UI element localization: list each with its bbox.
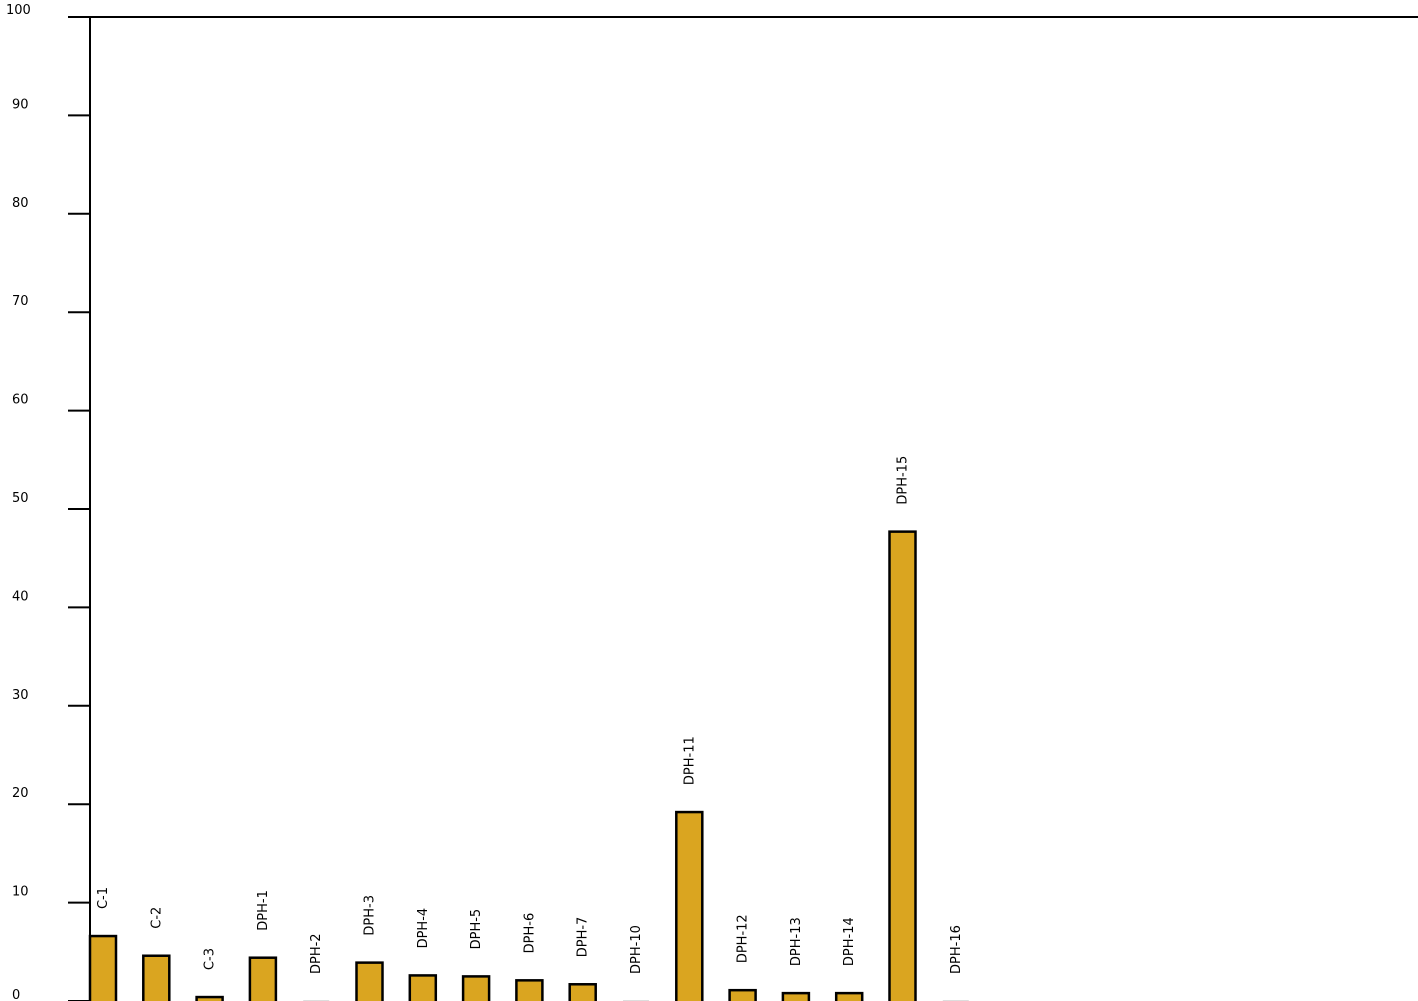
bar-dph-13 bbox=[781, 991, 811, 1001]
y-tick-label: 0 bbox=[12, 988, 20, 1001]
y-tick-label: 10 bbox=[12, 885, 29, 900]
bar-label-dph-14: DPH-14 bbox=[842, 917, 857, 966]
bar-c-3 bbox=[195, 995, 224, 1001]
bar-label-dph-5: DPH-5 bbox=[469, 909, 484, 950]
bar-dph-7 bbox=[568, 983, 597, 1001]
bar-dph-5 bbox=[461, 975, 491, 1001]
bar-label-dph-2: DPH-2 bbox=[309, 933, 324, 974]
y-tick-label: 50 bbox=[12, 491, 29, 506]
y-tick-label: 40 bbox=[12, 589, 29, 604]
bar-dph-15 bbox=[888, 530, 917, 1001]
bar-label-dph-3: DPH-3 bbox=[363, 895, 378, 936]
bar-dph-6 bbox=[515, 979, 544, 1001]
bar-dph-1 bbox=[248, 956, 278, 1001]
y-tick-label: 70 bbox=[12, 294, 29, 309]
y-tick-label: 80 bbox=[12, 196, 29, 211]
y-axis-ticks: 0 10 20 30 40 50 60 70 80 90 100 bbox=[6, 3, 90, 1001]
bar-label-dph-10: DPH-10 bbox=[629, 925, 644, 974]
bar-c-1 bbox=[88, 934, 118, 1001]
bar-dph-11 bbox=[675, 810, 704, 1001]
bar-label-dph-16: DPH-16 bbox=[949, 925, 964, 974]
bar-label-dph-13: DPH-13 bbox=[789, 917, 804, 966]
bar-dph-14 bbox=[834, 991, 864, 1001]
bar-label-dph-12: DPH-12 bbox=[736, 914, 751, 963]
bars-group bbox=[88, 530, 969, 1001]
bar-label-c-2: C-2 bbox=[149, 907, 164, 929]
y-tick-label: 60 bbox=[12, 393, 29, 408]
bar-dph-12 bbox=[728, 988, 757, 1001]
bar-label-dph-4: DPH-4 bbox=[416, 908, 431, 949]
bar-c-2 bbox=[142, 954, 171, 1001]
bar-label-dph-11: DPH-11 bbox=[682, 736, 697, 785]
bar-dph-3 bbox=[355, 961, 384, 1001]
bar-dph-4 bbox=[408, 974, 438, 1001]
y-tick-label: 20 bbox=[12, 786, 29, 801]
y-tick-label: 90 bbox=[12, 97, 29, 112]
bar-labels-group: C-1 C-2 C-3 DPH-1 DPH-2 DPH-3 DPH-4 DPH-5 DPH-6 D… bbox=[96, 456, 964, 974]
bar-label-dph-6: DPH-6 bbox=[522, 913, 537, 954]
bar-label-dph-15: DPH-15 bbox=[896, 456, 911, 505]
y-tick-label: 100 bbox=[6, 3, 31, 18]
bar-label-dph-1: DPH-1 bbox=[256, 890, 271, 931]
y-tick-label: 30 bbox=[12, 688, 29, 703]
bar-label-c-1: C-1 bbox=[96, 887, 111, 909]
bar-label-dph-7: DPH-7 bbox=[576, 917, 591, 958]
bar-label-c-3: C-3 bbox=[203, 948, 218, 970]
